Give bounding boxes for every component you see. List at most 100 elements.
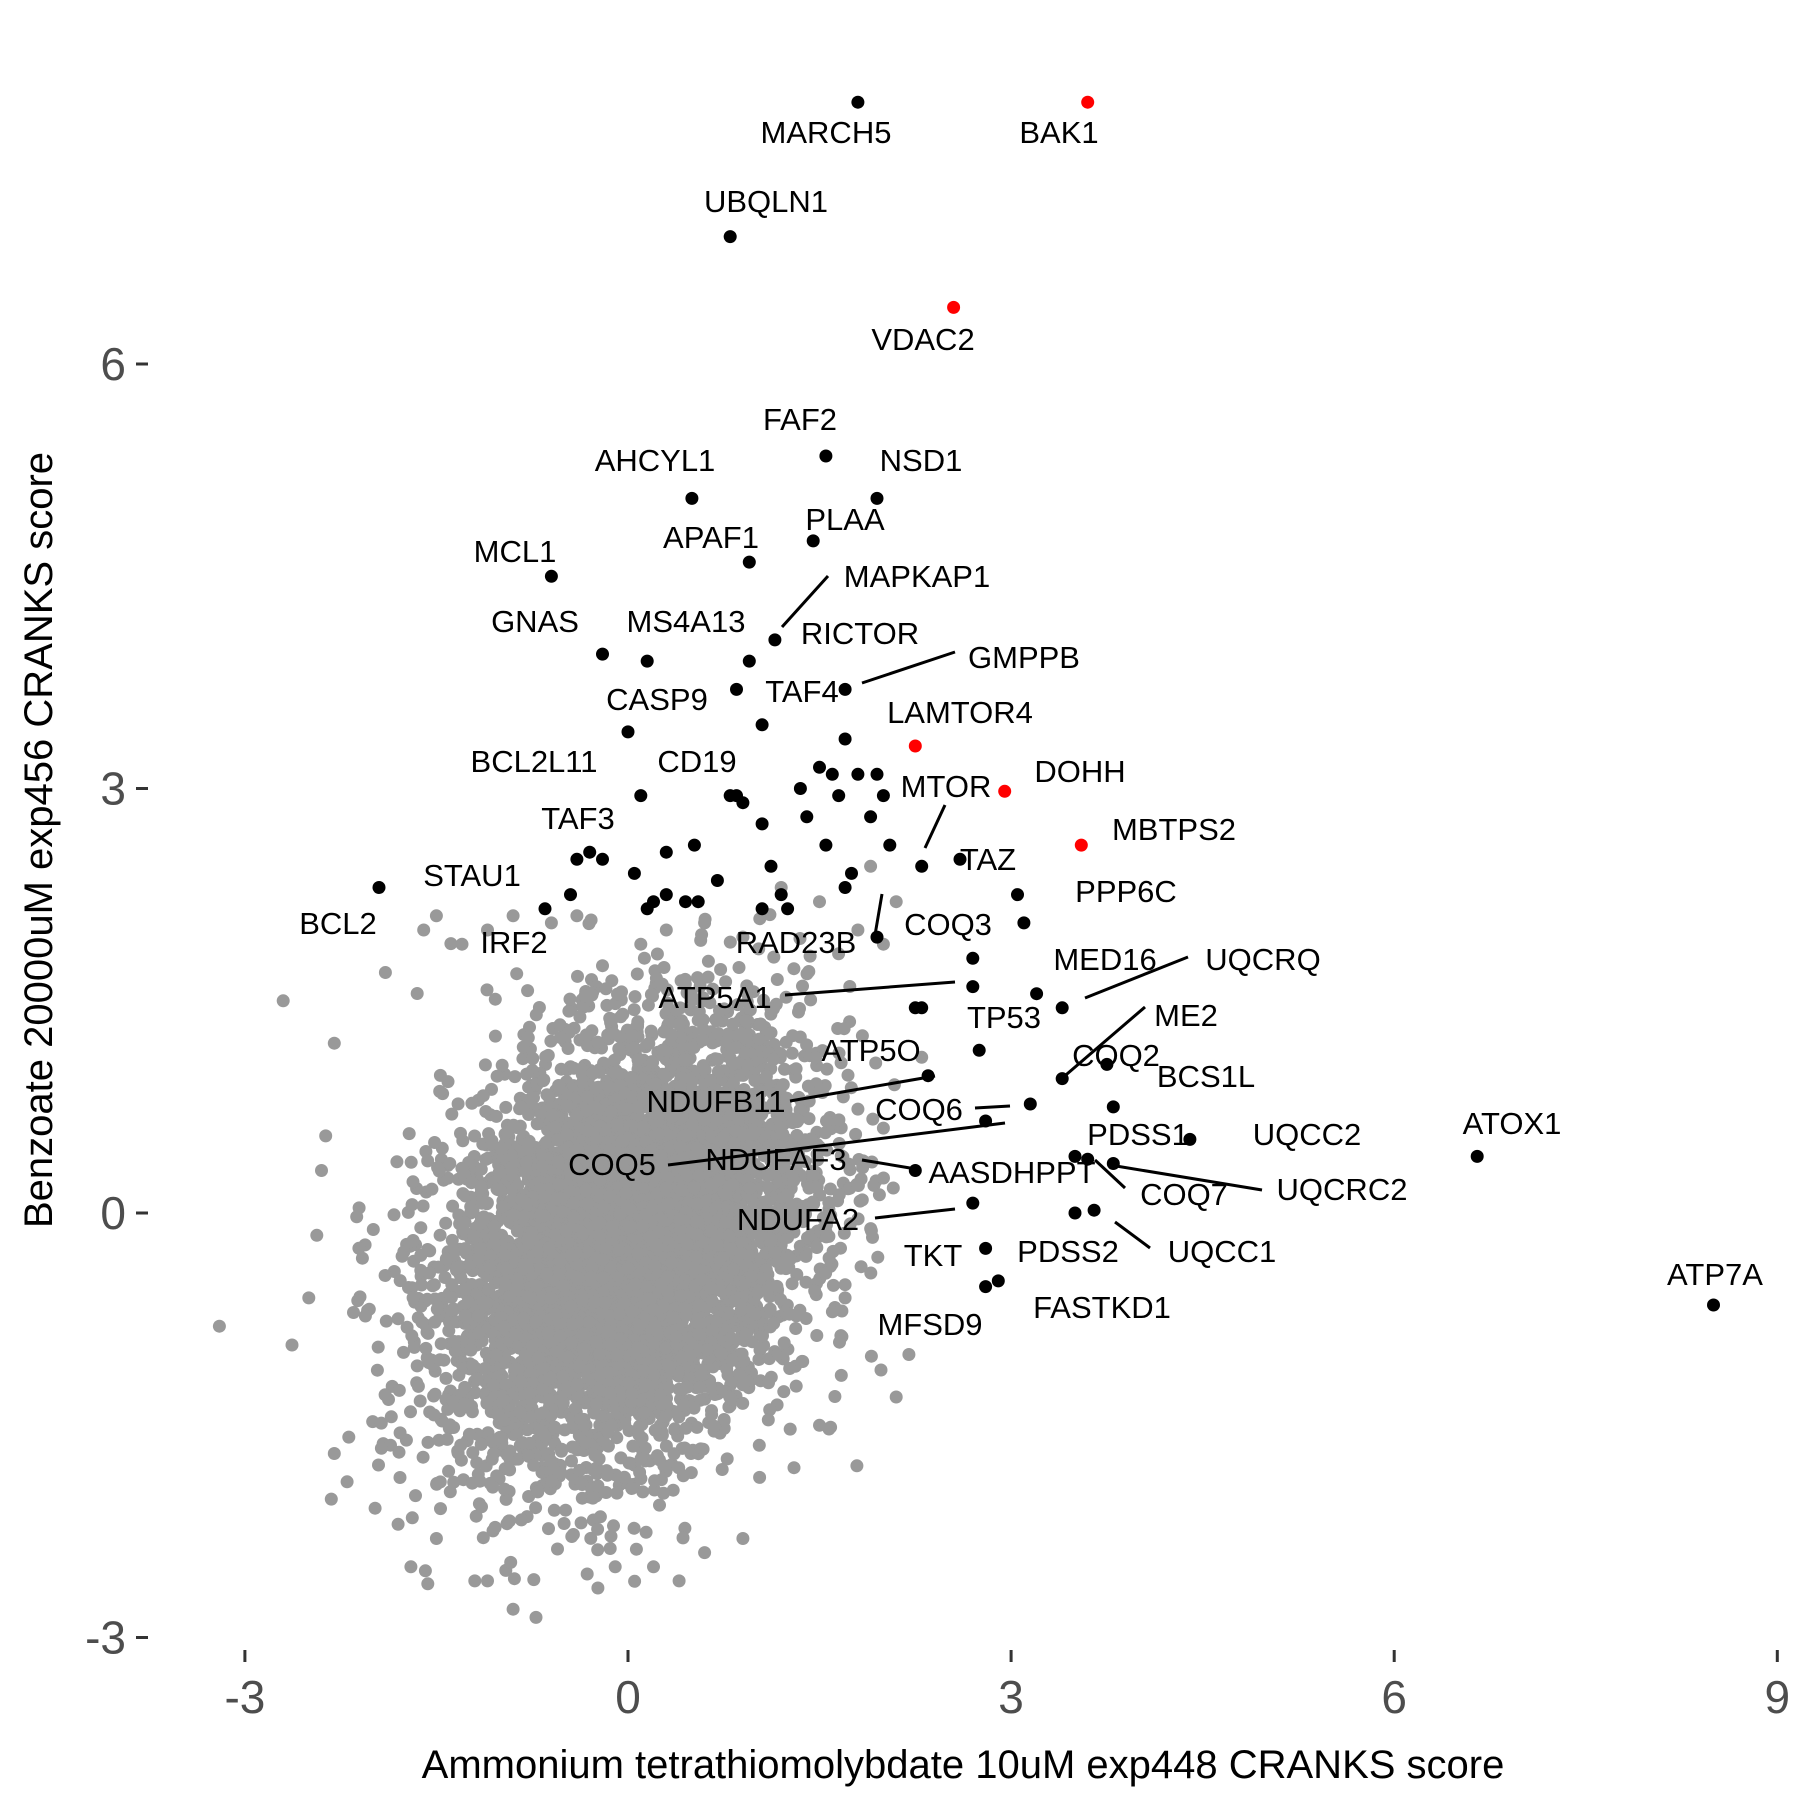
background-point bbox=[553, 1018, 567, 1032]
background-point bbox=[610, 1486, 624, 1500]
background-point bbox=[404, 1155, 418, 1169]
background-point bbox=[488, 1029, 502, 1043]
background-point bbox=[701, 970, 715, 984]
background-point bbox=[507, 1572, 521, 1586]
background-point bbox=[539, 1135, 553, 1149]
background-point bbox=[457, 1216, 471, 1230]
background-point bbox=[576, 1000, 590, 1014]
background-point bbox=[374, 1441, 388, 1455]
background-point bbox=[520, 1423, 534, 1437]
background-point bbox=[636, 1485, 650, 1499]
background-point bbox=[757, 1339, 771, 1352]
background-point bbox=[488, 992, 502, 1006]
background-point bbox=[499, 1100, 513, 1114]
background-point bbox=[834, 1056, 848, 1070]
background-point bbox=[851, 1102, 865, 1116]
background-point bbox=[397, 1345, 410, 1359]
background-point bbox=[820, 1062, 834, 1076]
background-point bbox=[468, 1129, 482, 1143]
background-point bbox=[527, 1458, 541, 1472]
background-point bbox=[633, 1465, 647, 1479]
background-point bbox=[415, 1278, 428, 1292]
background-point bbox=[796, 979, 809, 993]
background-point bbox=[393, 1471, 407, 1484]
background-point bbox=[371, 1340, 385, 1354]
background-point bbox=[660, 996, 674, 1010]
background-point bbox=[526, 1052, 540, 1065]
background-point bbox=[468, 1386, 482, 1400]
background-point bbox=[454, 1453, 468, 1467]
background-point bbox=[431, 1161, 445, 1175]
background-point bbox=[434, 1337, 448, 1351]
background-point bbox=[739, 985, 753, 999]
background-point bbox=[355, 1251, 369, 1265]
background-point bbox=[476, 1531, 490, 1545]
background-point bbox=[405, 1329, 419, 1343]
background-point bbox=[499, 1378, 512, 1392]
background-point bbox=[490, 1069, 504, 1083]
background-point bbox=[413, 1394, 427, 1408]
background-point bbox=[392, 1383, 406, 1397]
background-point bbox=[648, 1474, 662, 1488]
background-point bbox=[824, 1420, 838, 1434]
background-point bbox=[752, 1353, 766, 1366]
background-point bbox=[557, 1517, 571, 1530]
background-point bbox=[390, 1155, 404, 1169]
background-point bbox=[825, 1305, 839, 1319]
background-point bbox=[482, 1282, 496, 1296]
background-point bbox=[767, 950, 781, 964]
background-point bbox=[837, 1226, 851, 1240]
background-point bbox=[580, 1567, 594, 1581]
background-point bbox=[374, 1416, 388, 1430]
background-point bbox=[393, 1426, 407, 1440]
background-point bbox=[454, 1438, 468, 1452]
background-point bbox=[676, 1531, 690, 1545]
background-point bbox=[818, 1126, 832, 1140]
background-point bbox=[783, 1422, 797, 1436]
background-point bbox=[628, 990, 642, 1004]
background-point bbox=[838, 1278, 852, 1292]
background-point bbox=[760, 1180, 774, 1194]
background-point bbox=[590, 1467, 604, 1481]
background-point bbox=[324, 1492, 338, 1506]
background-point bbox=[653, 1498, 666, 1512]
background-point bbox=[855, 1029, 869, 1043]
background-point bbox=[826, 1278, 840, 1292]
background-point bbox=[720, 1452, 734, 1466]
background-point bbox=[421, 1577, 435, 1591]
background-point bbox=[698, 1063, 712, 1077]
background-point bbox=[372, 1458, 385, 1472]
background-point bbox=[581, 1039, 594, 1053]
background-point bbox=[877, 1171, 890, 1185]
background-point bbox=[565, 1454, 578, 1468]
background-point bbox=[439, 1371, 453, 1385]
background-point bbox=[393, 1274, 407, 1288]
background-point bbox=[475, 1500, 488, 1514]
background-point bbox=[319, 1129, 333, 1143]
background-point bbox=[804, 1228, 818, 1242]
background-point bbox=[442, 1324, 456, 1338]
background-point bbox=[402, 1127, 416, 1141]
background-point bbox=[454, 1271, 468, 1285]
background-point bbox=[778, 1062, 791, 1076]
background-point bbox=[443, 1157, 457, 1170]
background-point bbox=[659, 1410, 673, 1423]
background-point bbox=[871, 1250, 885, 1264]
background-point bbox=[495, 1058, 509, 1072]
background-point bbox=[771, 1347, 785, 1361]
background-point bbox=[565, 1530, 579, 1543]
background-point bbox=[584, 1531, 598, 1545]
background-point bbox=[644, 1024, 658, 1038]
background-point bbox=[637, 951, 651, 965]
background-point bbox=[379, 1314, 393, 1328]
background-point bbox=[669, 1003, 683, 1017]
background-point bbox=[711, 1027, 725, 1040]
background-point bbox=[713, 1004, 726, 1017]
background-point bbox=[781, 1230, 795, 1244]
background-point bbox=[799, 1275, 813, 1289]
background-point bbox=[607, 1053, 621, 1067]
background-point bbox=[421, 1435, 435, 1449]
background-point bbox=[529, 1501, 543, 1515]
background-point bbox=[864, 1224, 878, 1238]
background-point bbox=[867, 1178, 881, 1192]
